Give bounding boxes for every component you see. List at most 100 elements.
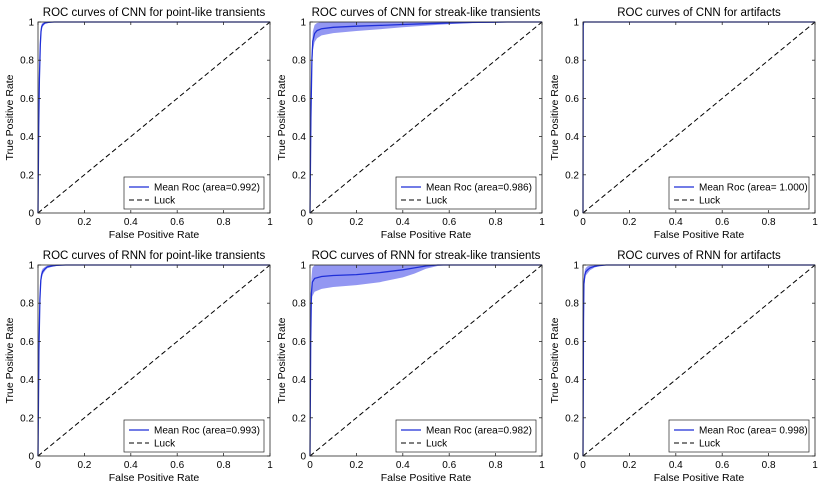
x-axis-label: False Positive Rate — [109, 229, 200, 241]
y-axis-label: True Positive Rate — [276, 317, 288, 403]
legend-roc-label: Mean Roc (area= 1.000) — [699, 183, 808, 194]
legend-luck-label: Luck — [699, 196, 721, 207]
x-tick-label: 0 — [35, 460, 41, 471]
chart-title: ROC curves of CNN for artifacts — [617, 7, 781, 19]
axes-box — [309, 21, 543, 214]
luck-line — [582, 21, 816, 214]
y-tick-label: 0 — [300, 452, 306, 463]
chart-panel-3: 0 0.2 0.4 0.6 0.8 1 0 0.2 0.4 0.6 0.8 1 ROC curves o… — [549, 7, 818, 241]
legend-box — [395, 176, 537, 210]
y-tick-label: 1 — [300, 18, 306, 29]
y-tick-label: 1 — [300, 261, 306, 272]
x-tick-label: 0.4 — [669, 217, 683, 228]
y-tick-label: 0.2 — [20, 413, 34, 424]
x-tick-label: 0.2 — [77, 460, 91, 471]
legend-box — [123, 176, 265, 210]
y-tick-label: 0.2 — [292, 170, 306, 181]
x-tick-label: 0.4 — [669, 460, 683, 471]
legend: Mean Roc (area=0.982) Luck — [395, 419, 537, 453]
x-axis-label: False Positive Rate — [654, 229, 745, 241]
luck-line — [37, 264, 271, 457]
y-tick-label: 0.4 — [292, 375, 306, 386]
y-tick-label: 0 — [573, 209, 579, 220]
chart-title: ROC curves of CNN for streak-like transi… — [312, 7, 541, 19]
y-axis-label: True Positive Rate — [549, 74, 561, 160]
x-tick-label: 0 — [307, 460, 313, 471]
y-tick-label: 0.4 — [565, 132, 579, 143]
y-tick-label: 0.6 — [565, 94, 579, 105]
x-tick-label: 1 — [539, 460, 545, 471]
x-tick-label: 0.6 — [715, 460, 729, 471]
x-tick-label: 0.8 — [489, 460, 503, 471]
x-tick-label: 0.2 — [349, 217, 363, 228]
x-tick-label: 0.8 — [217, 217, 231, 228]
y-tick-label: 1 — [573, 18, 579, 29]
x-tick-label: 0.6 — [442, 460, 456, 471]
y-tick-label: 0 — [28, 452, 34, 463]
x-tick-label: 0.2 — [622, 460, 636, 471]
legend: Mean Roc (area= 0.998) Luck — [668, 419, 810, 453]
legend-luck-label: Luck — [699, 439, 721, 450]
y-axis-label: True Positive Rate — [4, 74, 16, 160]
chart-title: ROC curves of RNN for artifacts — [617, 250, 781, 262]
y-tick-label: 0.4 — [20, 375, 34, 386]
y-tick-label: 0.4 — [292, 132, 306, 143]
y-tick-label: 0.6 — [292, 337, 306, 348]
y-tick-label: 0.6 — [20, 337, 34, 348]
y-tick-label: 0.8 — [565, 56, 579, 67]
chart-title: ROC curves of CNN for point-like transie… — [43, 7, 266, 19]
axes-box — [37, 21, 271, 214]
y-axis-label: True Positive Rate — [276, 74, 288, 160]
chart-panel-6: 0 0.2 0.4 0.6 0.8 1 0 0.2 0.4 0.6 0.8 1 ROC curves o… — [549, 250, 818, 484]
y-tick-label: 0.4 — [20, 132, 34, 143]
x-tick-label: 0.6 — [170, 460, 184, 471]
y-tick-label: 0.8 — [292, 299, 306, 310]
y-tick-label: 0.2 — [20, 170, 34, 181]
chart-panel-5: 0 0.2 0.4 0.6 0.8 1 0 0.2 0.4 0.6 0.8 1 ROC curves o… — [276, 250, 545, 484]
legend-luck-label: Luck — [426, 196, 448, 207]
y-tick-label: 0.4 — [565, 375, 579, 386]
axes-box — [582, 264, 816, 457]
x-axis-label: False Positive Rate — [381, 472, 472, 484]
axes-box — [582, 21, 816, 214]
legend-box — [668, 419, 810, 453]
x-tick-label: 0.4 — [124, 460, 138, 471]
legend: Mean Roc (area=0.986) Luck — [395, 176, 537, 210]
legend: Mean Roc (area=0.992) Luck — [123, 176, 265, 210]
y-tick-label: 0.6 — [292, 94, 306, 105]
legend-luck-label: Luck — [154, 439, 176, 450]
x-tick-label: 1 — [267, 460, 273, 471]
axes-box — [309, 264, 543, 457]
chart-panel-2: 0 0.2 0.4 0.6 0.8 1 0 0.2 0.4 0.6 0.8 1 ROC curves o… — [276, 7, 545, 241]
y-tick-label: 0.2 — [565, 170, 579, 181]
x-tick-label: 0.6 — [715, 217, 729, 228]
x-tick-label: 0.4 — [124, 217, 138, 228]
chart-panel-4: 0 0.2 0.4 0.6 0.8 1 0 0.2 0.4 0.6 0.8 1 ROC curves o… — [4, 250, 273, 484]
x-tick-label: 0.4 — [396, 217, 410, 228]
legend-roc-label: Mean Roc (area=0.993) — [154, 426, 260, 437]
x-axis-label: False Positive Rate — [109, 472, 200, 484]
x-tick-label: 0.6 — [442, 217, 456, 228]
legend-roc-label: Mean Roc (area=0.986) — [426, 183, 532, 194]
roc-confidence-band — [310, 265, 542, 456]
legend-roc-label: Mean Roc (area= 0.998) — [699, 426, 808, 437]
y-tick-label: 0.6 — [20, 94, 34, 105]
y-axis-label: True Positive Rate — [4, 317, 16, 403]
x-tick-label: 0.2 — [622, 217, 636, 228]
x-axis-label: False Positive Rate — [381, 229, 472, 241]
legend-luck-label: Luck — [154, 196, 176, 207]
legend-box — [668, 176, 810, 210]
legend-box — [123, 419, 265, 453]
y-tick-label: 0.8 — [292, 56, 306, 67]
y-tick-label: 1 — [28, 261, 34, 272]
y-tick-label: 0 — [300, 209, 306, 220]
x-tick-label: 0.2 — [77, 217, 91, 228]
x-tick-label: 0.8 — [762, 460, 776, 471]
y-tick-label: 0.2 — [292, 413, 306, 424]
x-tick-label: 1 — [539, 217, 545, 228]
luck-line — [37, 21, 271, 214]
y-tick-label: 0.8 — [565, 299, 579, 310]
x-tick-label: 0 — [307, 217, 313, 228]
chart-title: ROC curves of RNN for point-like transie… — [43, 250, 266, 262]
